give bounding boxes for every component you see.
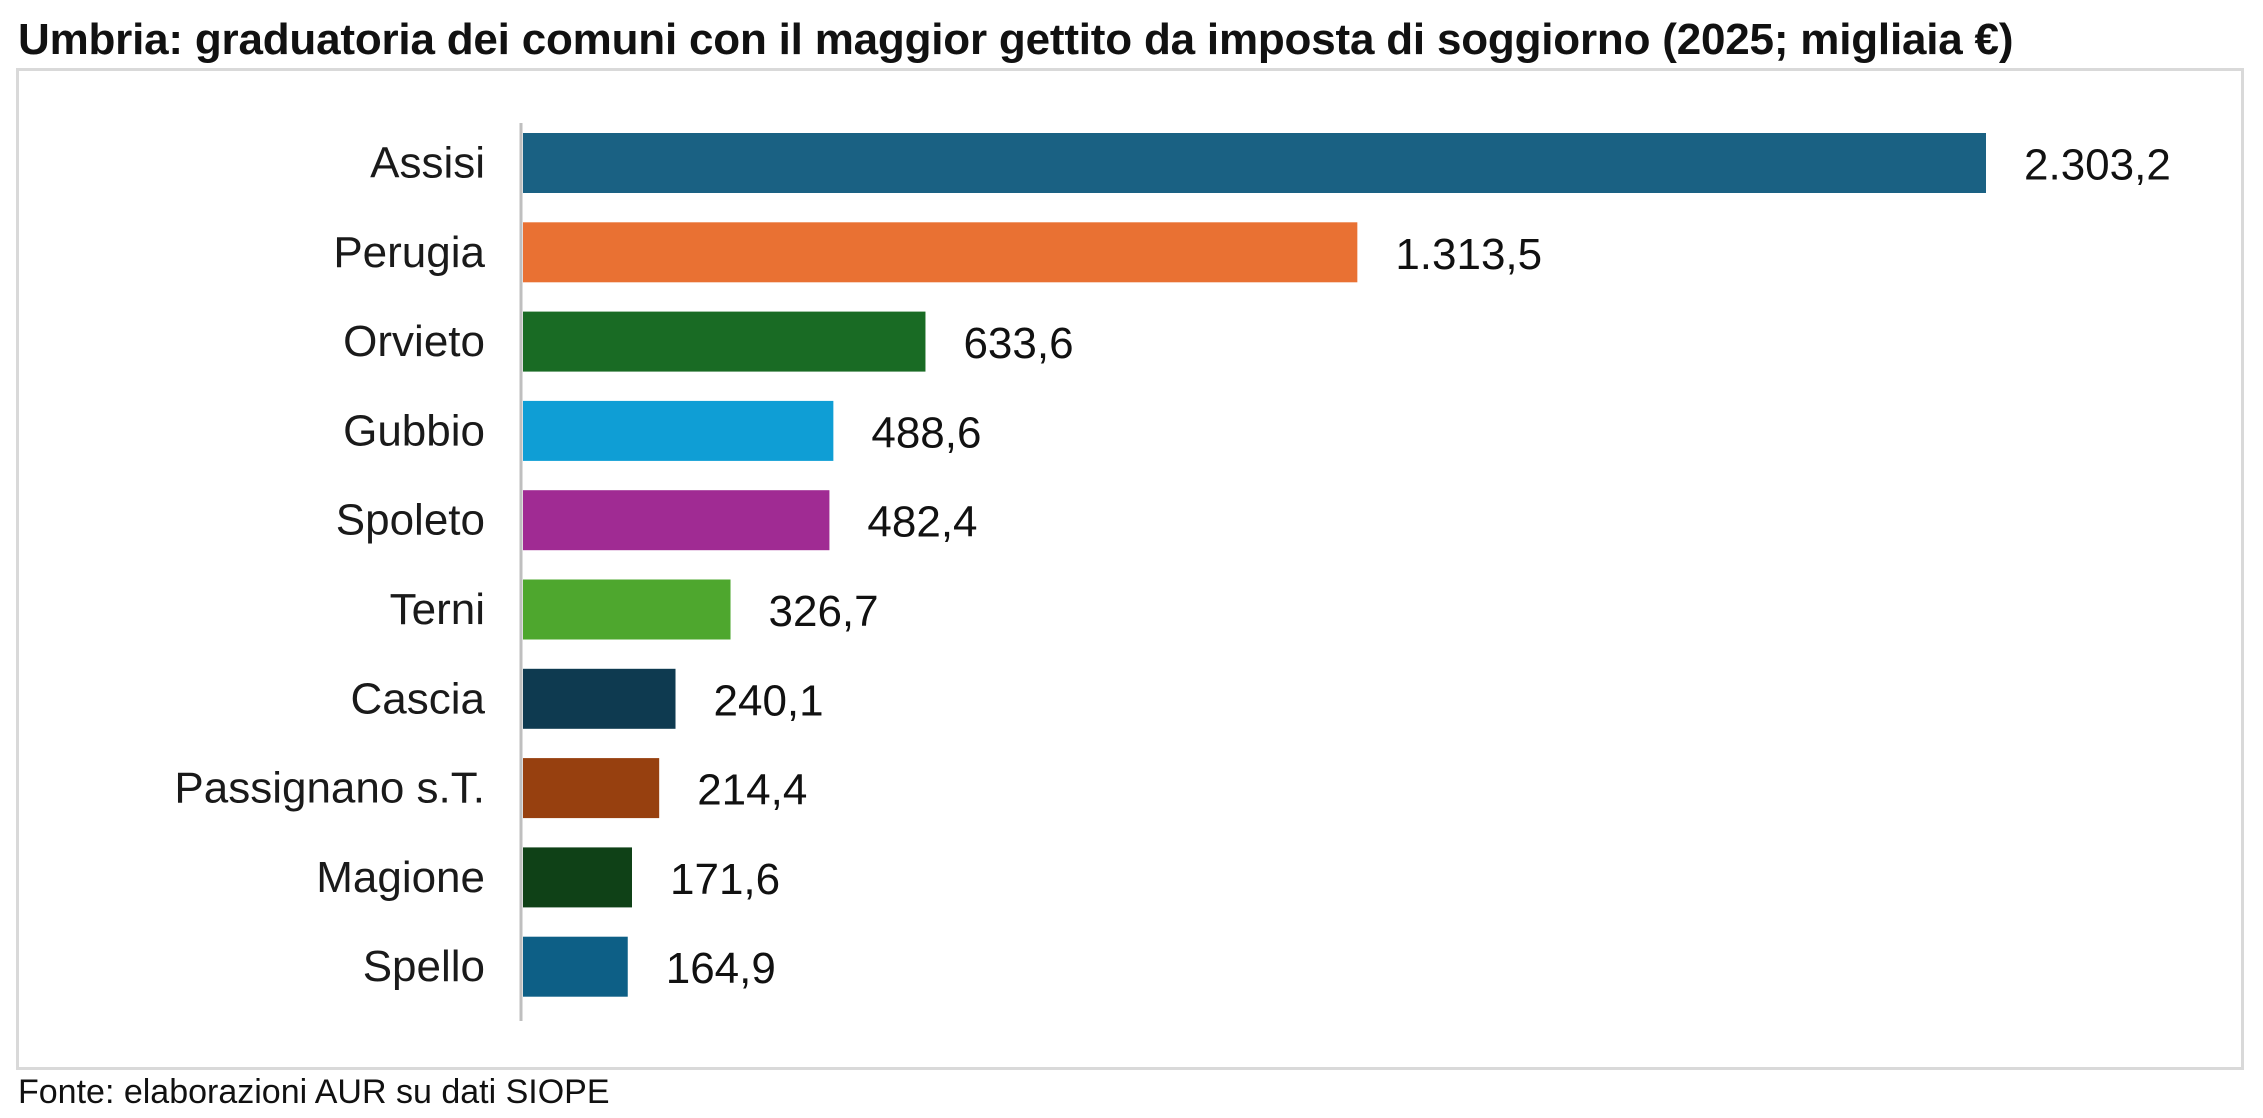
bar-terni: [523, 579, 731, 640]
bar-spoleto: [523, 490, 830, 551]
bar-spello: [523, 936, 628, 997]
category-label: Cascia: [351, 674, 486, 723]
value-label: 482,4: [867, 498, 977, 547]
category-label: Passignano s.T.: [174, 764, 485, 813]
value-label: 2.303,2: [2024, 141, 2171, 190]
value-label: 171,6: [670, 855, 780, 904]
bar-assisi: [523, 133, 1986, 193]
category-label: Orvieto: [343, 317, 485, 366]
bar-passignano-s-t: [523, 758, 660, 819]
value-label: 164,9: [666, 944, 776, 993]
value-label: 488,6: [871, 408, 981, 457]
source-note: Fonte: elaborazioni AUR su dati SIOPE: [18, 1073, 610, 1111]
category-label: Assisi: [370, 139, 485, 188]
bar-orvieto: [523, 311, 926, 372]
value-label: 240,1: [714, 676, 824, 725]
value-label: 214,4: [697, 766, 807, 815]
value-label: 326,7: [769, 587, 879, 636]
chart-area: Assisi 2.303,2 Perugia 1.313,5 Orvieto 633,6 G…: [16, 68, 2244, 1070]
category-label: Perugia: [333, 228, 485, 277]
bar-perugia: [523, 222, 1358, 283]
bar-gubbio: [523, 400, 834, 461]
bar-magione: [523, 847, 633, 908]
category-label: Terni: [390, 585, 485, 634]
category-label: Gubbio: [343, 406, 485, 455]
bar-cascia: [523, 668, 676, 729]
category-label: Magione: [316, 853, 485, 902]
chart-title: Umbria: graduatoria dei comuni con il ma…: [18, 15, 2014, 64]
bar-chart: Assisi 2.303,2 Perugia 1.313,5 Orvieto 633,6 G…: [174, 123, 2171, 1021]
category-label: Spoleto: [336, 496, 485, 545]
value-label: 1.313,5: [1395, 230, 1542, 279]
value-label: 633,6: [963, 319, 1073, 368]
category-label: Spello: [363, 942, 485, 991]
